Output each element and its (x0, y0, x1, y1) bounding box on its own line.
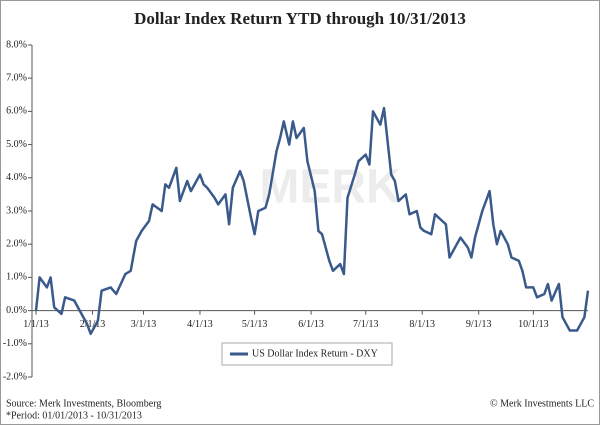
x-tick-label: 9/1/13 (466, 319, 492, 330)
legend-box (221, 342, 393, 366)
period-note: *Period: 01/01/2013 - 10/31/2013 (6, 410, 142, 421)
y-tick-label: -2.0% (3, 371, 27, 382)
x-tick-label: 8/1/13 (409, 319, 435, 330)
y-tick-label: 4.0% (6, 172, 27, 183)
data-line (34, 106, 590, 336)
legend-label: US Dollar Index Return - DXY (252, 348, 378, 359)
y-tick-label: 5.0% (6, 139, 27, 150)
x-tick-label: 2/1/13 (80, 319, 106, 330)
copyright: © Merk Investments LLC (490, 398, 594, 409)
y-tick-label: 6.0% (6, 106, 27, 117)
y-tick-label: 7.0% (6, 72, 27, 83)
y-tick-label: 0.0% (6, 305, 27, 316)
x-tick-label: 1/1/13 (23, 319, 49, 330)
y-tick-label: 2.0% (6, 238, 27, 249)
y-tick-label: 3.0% (6, 205, 27, 216)
source-note: Source: Merk Investments, Bloomberg (6, 398, 161, 409)
y-tick-label: -1.0% (3, 338, 27, 349)
chart-title: Dollar Index Return YTD through 10/31/20… (134, 9, 466, 28)
x-tick-label: 6/1/13 (298, 319, 324, 330)
y-tick-label: 8.0% (6, 39, 27, 50)
x-tick-label: 10/1/13 (518, 319, 549, 330)
watermark: MERK (259, 161, 401, 214)
x-tick-label: 5/1/13 (242, 319, 268, 330)
y-tick-label: 1.0% (6, 272, 27, 283)
x-tick-label: 3/1/13 (131, 319, 157, 330)
x-tick-label: 4/1/13 (187, 319, 213, 330)
x-tick-label: 7/1/13 (353, 319, 379, 330)
